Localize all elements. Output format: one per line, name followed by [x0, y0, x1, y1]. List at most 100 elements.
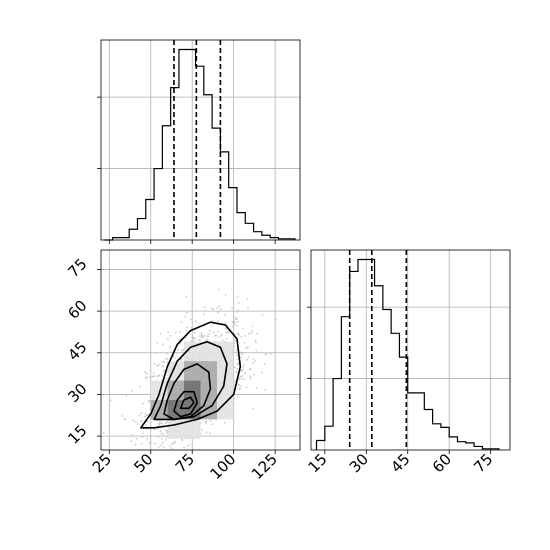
scatter-point — [157, 435, 160, 438]
scatter-point — [245, 386, 248, 389]
scatter-point — [145, 414, 148, 417]
scatter-point — [205, 422, 207, 425]
right-x-tick-label: 15 — [304, 450, 330, 476]
scatter-point — [201, 428, 203, 431]
scatter-point — [237, 302, 240, 305]
scatter-point — [236, 358, 239, 361]
scatter-point — [146, 420, 149, 423]
scatter-point — [140, 412, 143, 414]
scatter-point — [197, 339, 200, 342]
scatter-point — [180, 349, 183, 352]
scatter-point — [219, 308, 222, 311]
scatter-point — [217, 336, 220, 338]
scatter-point — [131, 389, 134, 392]
scatter-point — [164, 422, 167, 424]
scatter-point — [217, 288, 220, 291]
scatter-point — [217, 330, 220, 333]
scatter-point — [140, 420, 143, 422]
scatter-point — [191, 336, 194, 339]
frame-2d — [100, 249, 301, 451]
scatter-point — [173, 440, 176, 443]
scatter-point — [167, 331, 170, 333]
scatter-point — [186, 326, 189, 329]
scatter-point — [211, 320, 214, 322]
contour-line — [153, 340, 228, 421]
scatter-point — [183, 446, 186, 449]
scatter-point — [130, 434, 133, 436]
right-x-tick-label: 75 — [470, 450, 496, 476]
scatter-point — [154, 442, 157, 445]
density-cell — [217, 341, 234, 362]
ticks-top — [97, 96, 276, 244]
scatter-point — [205, 420, 207, 423]
scatter-point — [169, 335, 171, 337]
scatter-point — [236, 354, 238, 357]
ticks-right — [307, 306, 492, 454]
scatter-point — [102, 432, 105, 435]
scatter-point — [212, 331, 215, 334]
scatter-point — [156, 341, 159, 344]
scatter-point — [270, 352, 272, 355]
scatter-point — [168, 445, 171, 448]
scatter-point — [158, 424, 161, 426]
scatter-point — [248, 332, 251, 335]
scatter-point — [240, 356, 242, 359]
histogram-y-bars — [315, 258, 500, 450]
scatter-point — [247, 356, 250, 358]
density-cell — [200, 380, 218, 400]
scatter-point — [145, 424, 147, 427]
scatter-point — [233, 366, 236, 369]
scatter-point — [238, 334, 240, 336]
scatter-point — [217, 311, 220, 314]
scatter-point — [252, 362, 255, 365]
scatter-point — [188, 443, 191, 446]
scatter-point — [176, 351, 179, 354]
scatter-point — [252, 358, 255, 360]
scatter-point — [250, 332, 253, 335]
scatter-point — [184, 315, 187, 318]
scatter-point — [239, 375, 242, 378]
scatter-point — [153, 428, 156, 431]
scatter-point — [209, 420, 212, 422]
density-cell — [183, 380, 201, 400]
density-cell — [217, 400, 234, 420]
scatter-point — [191, 447, 194, 449]
density-cell — [200, 341, 218, 362]
scatter-point — [238, 388, 241, 391]
scatter-point — [144, 412, 147, 415]
scatter-point — [224, 314, 226, 316]
right-x-tick-labels: 15 30 45 60 75 — [304, 450, 496, 476]
scatter-point — [253, 373, 255, 376]
frame-right — [310, 249, 511, 451]
scatter-point — [231, 320, 234, 323]
scatter-point — [240, 369, 243, 372]
scatter-point — [123, 418, 126, 421]
scatter-point — [144, 371, 147, 374]
y-tick-label: 60 — [64, 296, 90, 322]
scatter-point — [237, 396, 239, 398]
scatter-point — [243, 352, 246, 354]
scatter-point — [194, 320, 197, 323]
scatter-point — [177, 339, 180, 341]
scatter-point — [208, 432, 211, 435]
scatter-point — [212, 308, 215, 311]
scatter-point — [208, 330, 211, 332]
scatter-point — [254, 360, 257, 362]
ticks-2d — [97, 269, 276, 454]
scatter-point — [152, 372, 155, 375]
marginal-histogram-y — [307, 249, 511, 454]
y-tick-label: 75 — [64, 255, 90, 281]
scatter-point — [175, 351, 177, 354]
scatter-point — [274, 318, 277, 321]
scatter-point — [203, 306, 206, 308]
scatter-point — [243, 364, 246, 366]
scatter-point — [245, 346, 248, 349]
scatter-point — [190, 318, 193, 321]
scatter-point — [255, 349, 258, 352]
scatter-point — [225, 331, 228, 334]
scatter-point — [224, 322, 227, 324]
scatter-point — [157, 446, 160, 448]
contour-line — [179, 396, 195, 410]
scatter-point — [200, 332, 203, 335]
